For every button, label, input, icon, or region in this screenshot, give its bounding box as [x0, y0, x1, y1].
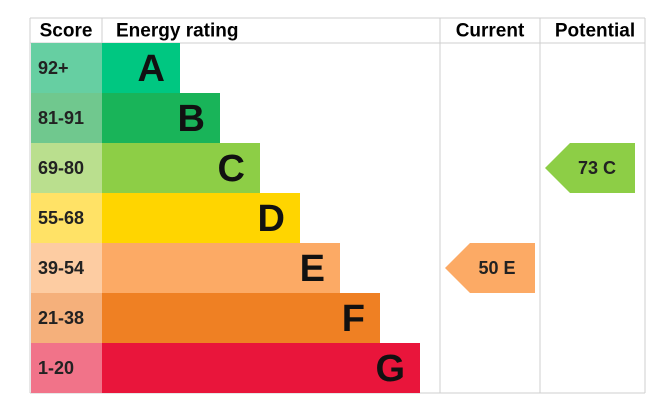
potential-header: Potential [555, 21, 635, 42]
rating-letter: B [178, 98, 205, 140]
rating-bar [102, 293, 380, 343]
rating-header: Energy rating [116, 21, 238, 42]
score-cell [31, 343, 102, 393]
rating-bar [102, 143, 260, 193]
current-label: 50 E [478, 258, 515, 278]
score-label: 69-80 [38, 158, 84, 178]
score-cell [31, 43, 102, 93]
score-label: 81-91 [38, 108, 84, 128]
current-score: 50 [478, 258, 498, 278]
score-cell [31, 293, 102, 343]
rating-letter: E [300, 248, 325, 290]
rating-letter: G [375, 348, 405, 390]
current-rating: E [504, 258, 516, 278]
rating-letter: F [342, 298, 365, 340]
rating-bar [102, 93, 220, 143]
score-cell [31, 143, 102, 193]
current-arrow [445, 243, 535, 293]
score-header: Score [40, 21, 93, 42]
current-header: Current [456, 21, 525, 42]
rating-bar [102, 243, 340, 293]
rating-letter: C [218, 148, 245, 190]
potential-arrow [545, 143, 635, 193]
potential-label: 73 C [578, 158, 616, 178]
rating-letter: D [258, 198, 285, 240]
score-label: 39-54 [38, 258, 84, 278]
rating-letter: A [138, 48, 165, 90]
score-cell [31, 243, 102, 293]
score-label: 55-68 [38, 208, 84, 228]
score-label: 1-20 [38, 358, 74, 378]
rating-bar [102, 193, 300, 243]
score-cell [31, 193, 102, 243]
potential-score: 73 [578, 158, 598, 178]
rating-bar [102, 43, 180, 93]
score-label: 92+ [38, 58, 69, 78]
score-label: 21-38 [38, 308, 84, 328]
score-cell [31, 93, 102, 143]
rating-bar [102, 343, 420, 393]
potential-rating: C [603, 158, 616, 178]
